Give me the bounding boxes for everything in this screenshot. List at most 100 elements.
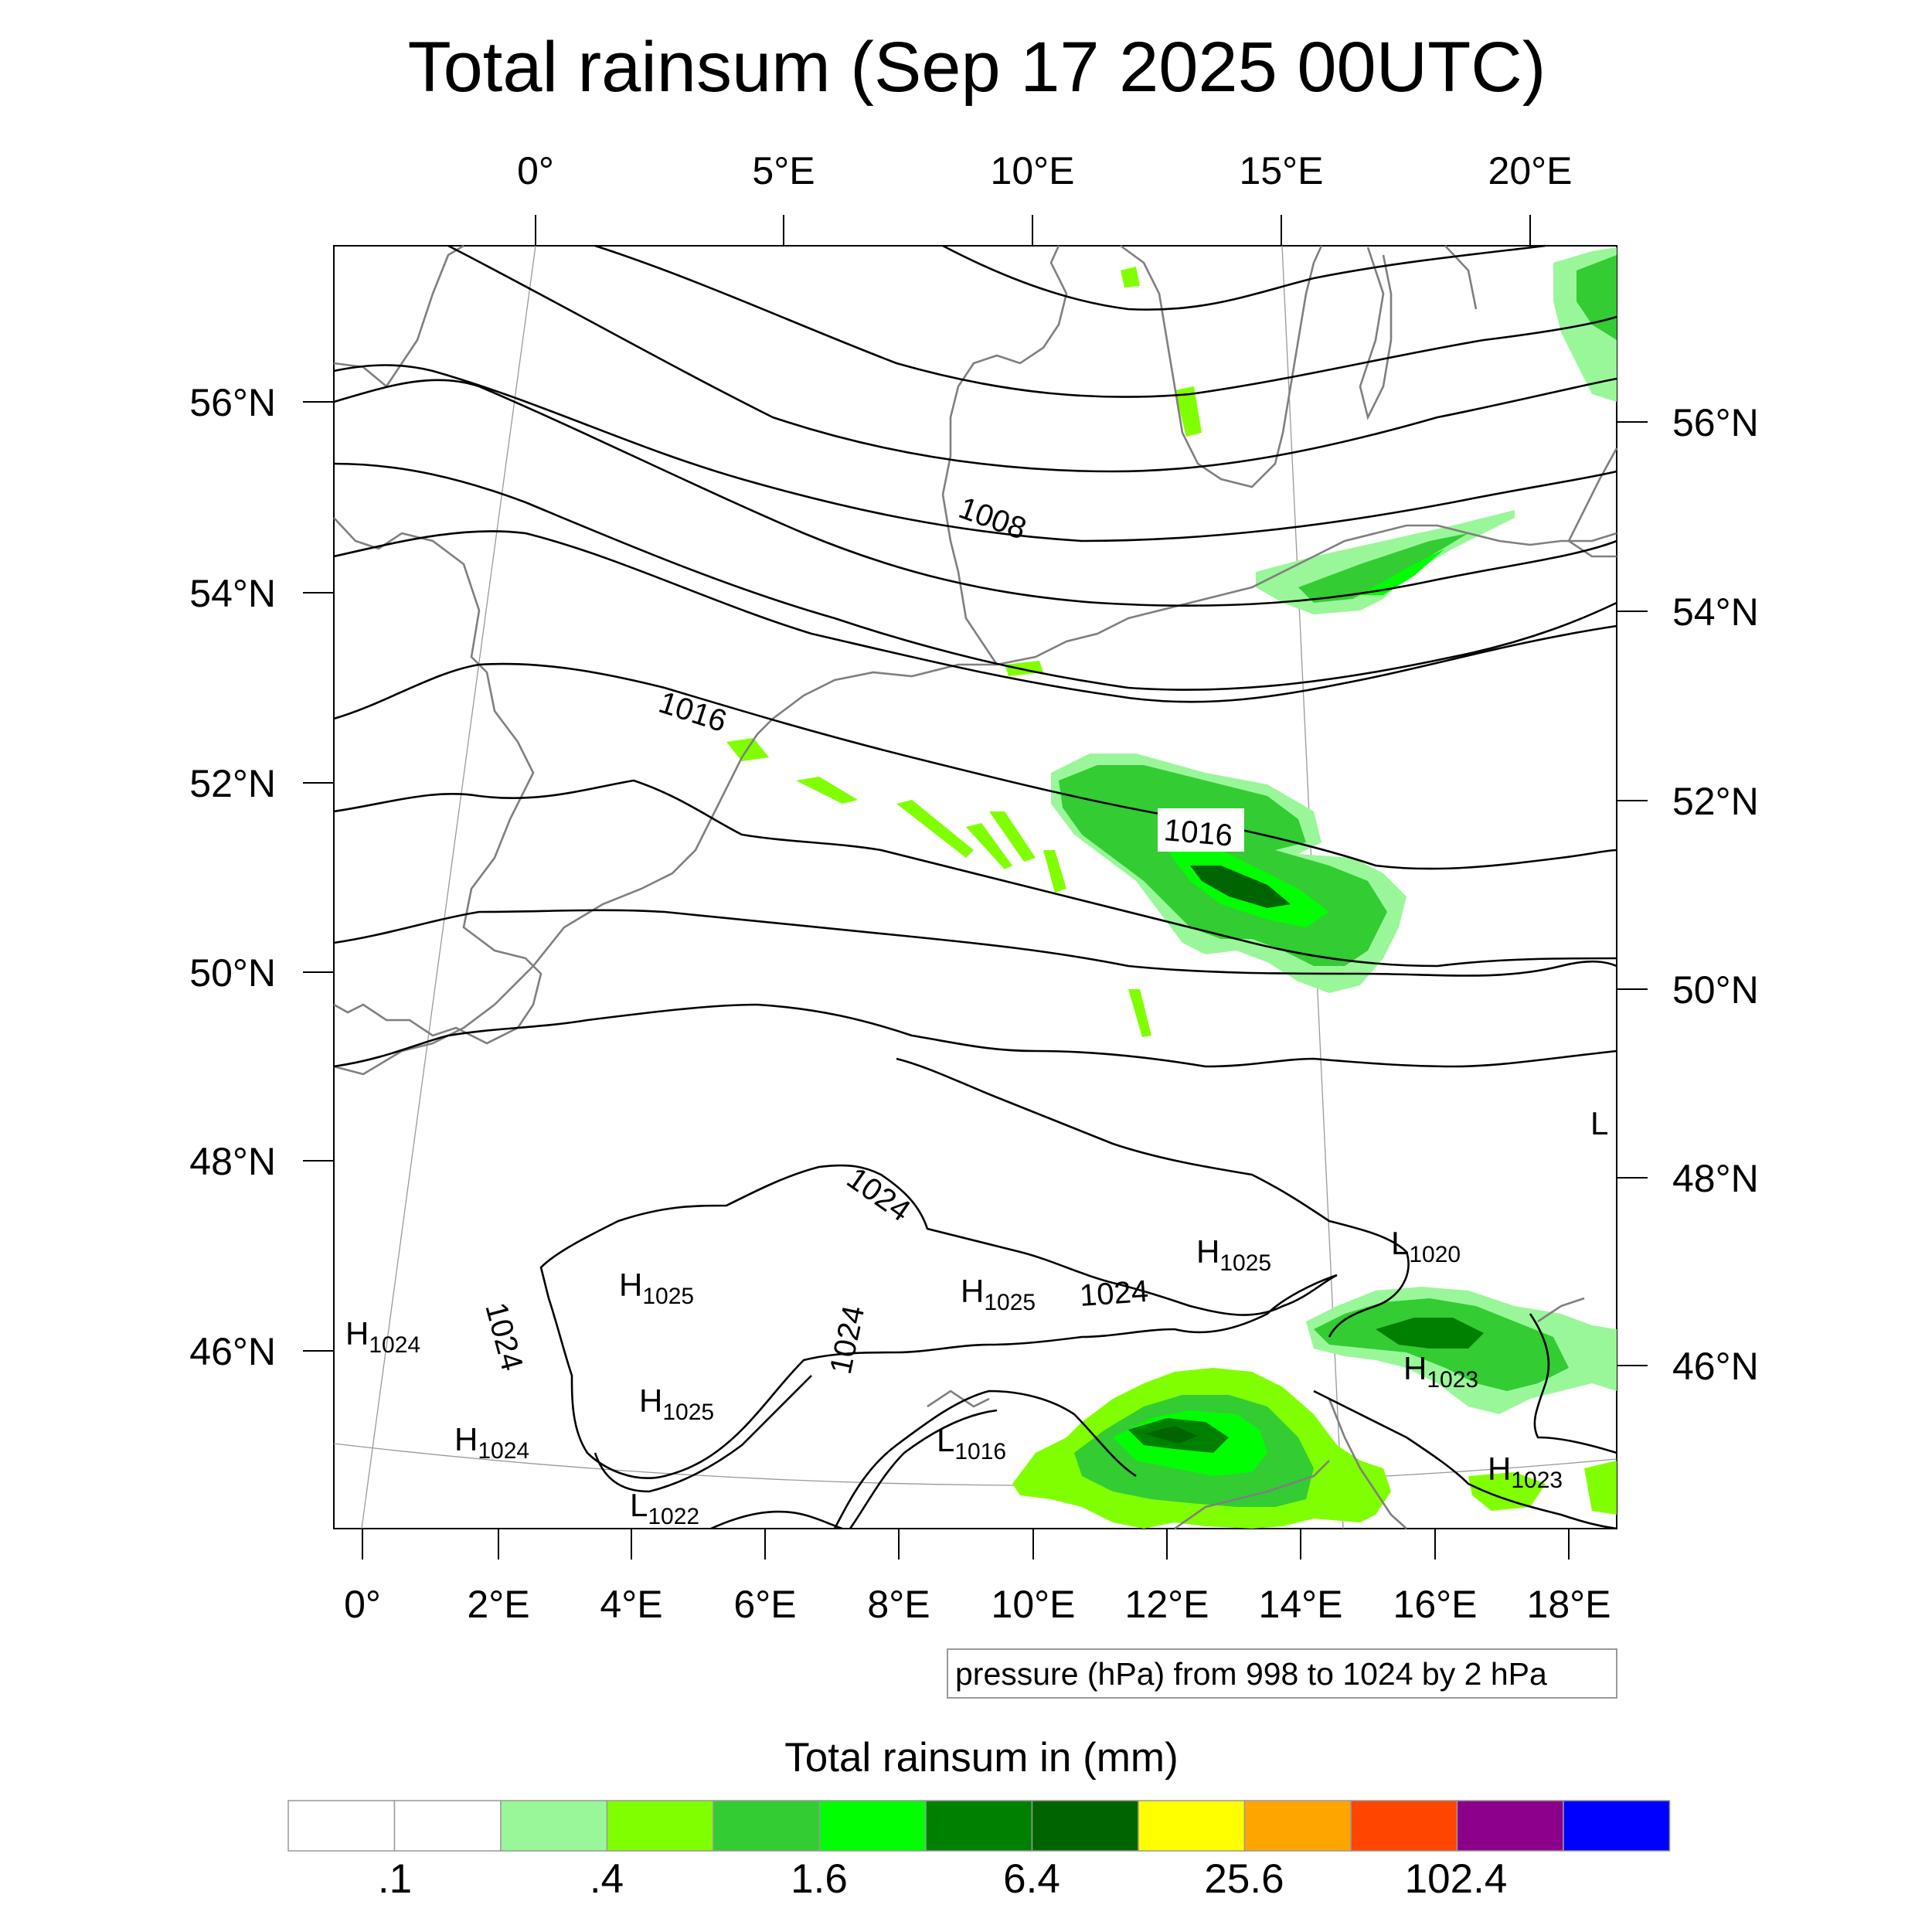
contour-1010 [333,462,1617,691]
parallel-45n [333,1443,1617,1486]
legend-swatch [1456,1800,1564,1852]
contour-998 [942,244,1546,311]
legend-swatch [500,1800,608,1852]
bottom-lon-label: 18°E [1527,1583,1611,1626]
left-lat-label: 46°N [189,1330,276,1373]
top-longitude-labels: 0° 5°E 10°E 15°E 20°E [517,149,1572,192]
bottom-lon-label: 2°E [467,1583,529,1626]
pressure-center: H1024 [454,1421,529,1464]
bottom-lon-label: 8°E [867,1583,930,1626]
contour-1024-region [539,1164,1338,1479]
pressure-center: L1022 [630,1487,699,1529]
legend-swatch [925,1800,1033,1852]
left-lat-label: 56°N [189,381,276,424]
contour-1016 [333,779,1617,968]
contour-1004 [333,364,1617,543]
left-lat-label: 50°N [189,951,276,995]
contour-info-frame [947,1648,1617,1699]
top-lon-label: 5°E [752,149,815,192]
coast-channel [333,1003,495,1076]
rain-area-baltic-core [1298,533,1468,603]
contour-1022-east [896,1057,1410,1338]
right-lat-label: 56°N [1672,401,1759,444]
bottom-lon-label: 10°E [992,1583,1076,1626]
contour-1012 [333,530,1617,703]
pressure-centers: H1024 H1025 H1025 H1025 H1025 L1020 H102… [345,1105,1608,1529]
meridian-0 [361,245,536,1529]
legend-swatch [393,1800,502,1852]
pressure-center: H1023 [1403,1350,1478,1393]
contour-1022-south [710,1510,843,1530]
pressure-center: L1020 [1391,1225,1461,1267]
coast-gulf-venice [1174,1460,1330,1530]
legend-label: .4 [590,1856,624,1902]
coast-scotland [333,244,464,388]
bottom-lon-label: 12°E [1125,1583,1209,1626]
pressure-center: H1023 [1488,1451,1563,1493]
coast-lowlands [494,663,997,1005]
bottom-longitude-labels: 0° 2°E 4°E 6°E 8°E 10°E 12°E 14°E 16°E 1… [344,1583,1611,1626]
legend-swatch [287,1800,396,1852]
contour-alps-north [833,1389,1137,1529]
coast-adriatic [1328,1398,1407,1529]
contour-1000 [594,244,1617,398]
contour-info-box: pressure (hPa) from 998 to 1024 by 2 hPa [947,1648,1617,1699]
pressure-contours [333,244,1617,1338]
rain-area-germany-peak [1190,866,1291,908]
right-lat-label: 48°N [1672,1157,1759,1200]
coast-sweden [1120,244,1323,488]
pressure-center: L [1590,1105,1608,1141]
coast-britain [333,517,543,1045]
top-lon-label: 10°E [991,149,1075,192]
bottom-lon-label: 4°E [600,1583,662,1626]
contour-1018 [333,909,1617,977]
pressure-center: H1024 [345,1315,420,1358]
bottom-lon-label: 0° [344,1583,381,1626]
contour-1002 [447,244,1617,473]
contour-label-1016-b: 1016 [1162,813,1233,853]
right-lat-label: 54°N [1672,590,1759,634]
contour-hungary [1529,1313,1617,1454]
legend-swatch [606,1800,714,1852]
contour-info-text: pressure (hPa) from 998 to 1024 by 2 hPa [955,1656,1547,1692]
top-lon-label: 0° [517,149,554,192]
legend-title: Total rainsum in (mm) [784,1735,1178,1781]
legend-swatch [818,1800,927,1852]
pressure-center: H1025 [961,1273,1036,1315]
legend-swatch [1031,1800,1139,1852]
coast-baltic-south [996,524,1617,666]
pressure-center: H1025 [639,1383,714,1425]
legend-label: 1.6 [791,1856,848,1902]
right-lat-label: 52°N [1672,780,1759,823]
right-lat-label: 46°N [1672,1345,1759,1388]
bottom-lon-label: 16°E [1393,1583,1478,1626]
coast-balaton [1537,1297,1585,1323]
bottom-lon-label: 6°E [733,1583,796,1626]
contour-1014 [333,662,1617,870]
top-lon-label: 20°E [1488,149,1573,192]
contour-label-1024-c: 1024 [1079,1274,1150,1313]
map-panel: 1008 1016 1016 1024 1024 1024 1024 H1024… [333,244,1618,1530]
legend-swatch [713,1800,821,1852]
legend-label: 25.6 [1204,1856,1284,1902]
contour-labels: 1008 1016 1016 1024 1024 1024 1024 [478,491,1244,1377]
contour-1006 [333,379,1617,607]
legend-labels: .1 .4 1.6 6.4 25.6 102.4 [378,1856,1507,1902]
legend-label: .1 [378,1856,412,1902]
pressure-center: L1016 [937,1422,1006,1464]
bottom-lon-label: 14°E [1259,1583,1343,1626]
rain-bit-croatia [1468,1472,1546,1511]
legend-label: 6.4 [1003,1856,1060,1902]
chart-title: Total rainsum (Sep 17 2025 00UTC) [408,28,1546,107]
color-legend [287,1800,1671,1852]
legend-label: 102.4 [1405,1856,1508,1902]
left-lat-label: 54°N [189,572,276,615]
legend-swatch [1243,1800,1352,1852]
legend-swatch [1350,1800,1458,1852]
pressure-center: H1025 [1196,1233,1271,1276]
legend-swatch [1563,1800,1671,1852]
left-latitude-labels: 56°N 54°N 52°N 50°N 48°N 46°N [189,381,276,1373]
rain-area-baltic-peak [1360,549,1445,595]
coast-lake [927,1389,990,1408]
